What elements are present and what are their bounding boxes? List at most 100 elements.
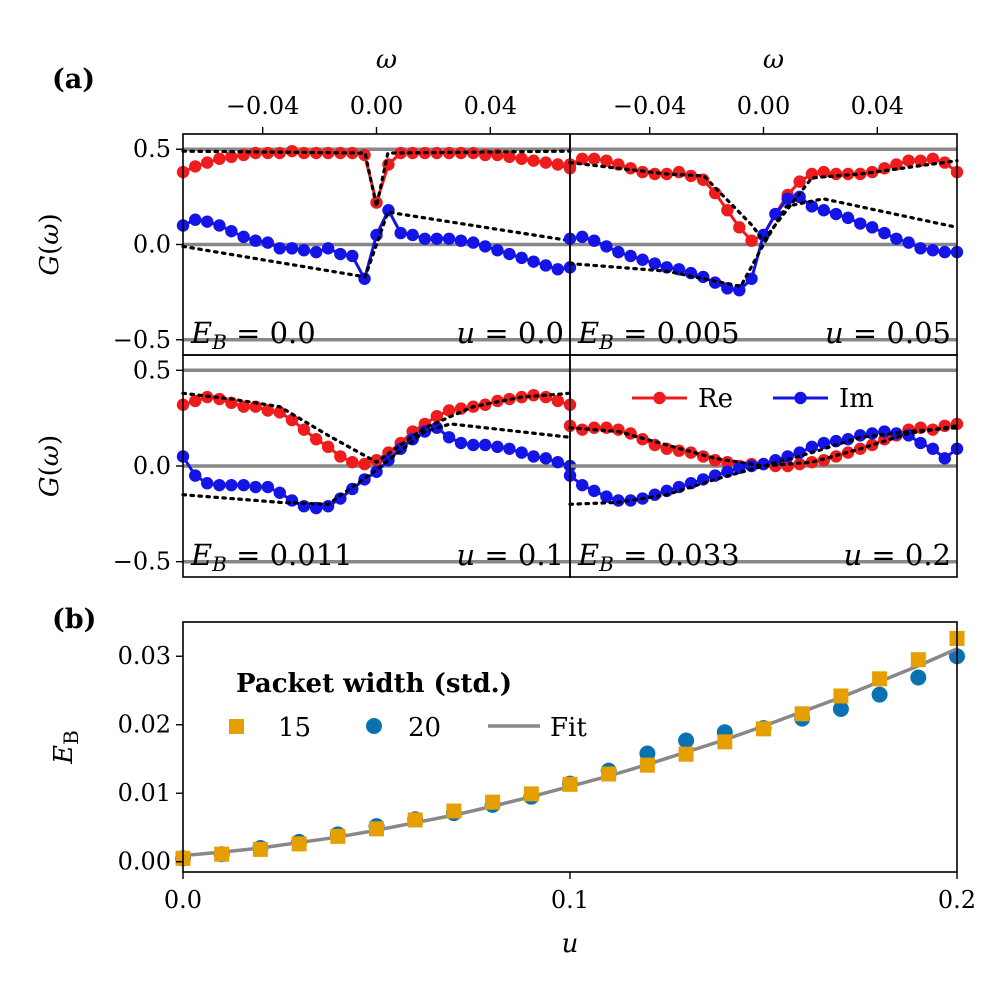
series-re-point xyxy=(479,398,492,411)
series-15-point xyxy=(562,776,578,792)
series-im-point xyxy=(200,215,214,228)
series-im-point xyxy=(261,236,274,249)
series-20-point xyxy=(639,745,656,762)
series-im-point xyxy=(745,272,758,285)
series-re-point xyxy=(745,234,758,247)
series-im-point xyxy=(890,232,903,245)
series-im-point xyxy=(249,480,262,494)
legend-15-marker xyxy=(229,719,244,734)
series-im-point xyxy=(503,442,516,455)
y-tick-label: −0.5 xyxy=(113,326,171,354)
series-im-point xyxy=(309,245,323,259)
series-im-point xyxy=(213,219,226,232)
series-15-point xyxy=(252,841,268,857)
series-im-point xyxy=(539,259,553,272)
series-im-point xyxy=(829,434,843,448)
series-im-point xyxy=(914,242,927,255)
panel-label-a: (a) xyxy=(52,64,95,95)
panel-a-bottom-left: 0.5 0.0 −0.5 G(ω) EB = 0.011 u = 0.1 xyxy=(35,354,577,578)
series-re-point xyxy=(612,423,625,436)
series-im-point xyxy=(817,204,831,217)
series-15-point xyxy=(833,688,849,704)
series-im-point xyxy=(237,230,250,244)
series-im-point xyxy=(866,221,879,234)
y-tick-label: −0.5 xyxy=(113,548,171,576)
series-im-point xyxy=(660,261,673,274)
series-im-point xyxy=(394,226,407,240)
series-im-point xyxy=(938,452,951,465)
series-re-point xyxy=(309,433,323,446)
series-re-point xyxy=(225,150,238,164)
series-im-point xyxy=(442,431,456,444)
series-15-point xyxy=(639,757,655,773)
series-re-point xyxy=(200,156,214,169)
series-im-point xyxy=(358,272,371,285)
x-tick-label: 0.0 xyxy=(164,886,202,914)
series-20-point xyxy=(910,669,927,686)
series-re-point xyxy=(285,144,299,158)
series-im-point xyxy=(467,438,480,452)
series-re-point xyxy=(189,394,202,408)
series-im-point xyxy=(479,438,492,452)
series-im-point xyxy=(527,255,540,268)
series-15-point xyxy=(214,846,230,862)
series-im-point xyxy=(624,494,637,507)
legend-re-label: Re xyxy=(698,384,733,414)
series-re-point xyxy=(539,156,553,169)
series-im-point xyxy=(600,490,613,503)
series-re-point xyxy=(321,440,335,454)
series-im-point xyxy=(527,450,540,463)
x-tick-label: 0.1 xyxy=(551,886,589,914)
series-re-point xyxy=(503,392,516,406)
series-im-point xyxy=(600,240,613,253)
series-im-point xyxy=(454,436,468,450)
y-axis-title: G(ω) xyxy=(35,213,65,275)
series-im-point xyxy=(793,190,806,204)
series-im-point xyxy=(225,224,238,238)
series-15-point xyxy=(794,706,810,722)
series-im-point xyxy=(491,440,504,454)
series-re-point xyxy=(817,165,831,179)
series-im-point xyxy=(273,242,286,255)
series-im-point xyxy=(878,226,891,240)
fit-dotted-line xyxy=(181,391,572,465)
y-tick-label: 0.03 xyxy=(118,642,171,670)
series-re-point xyxy=(721,204,734,217)
series-re-point xyxy=(237,400,250,413)
series-re-point xyxy=(866,438,879,452)
legend-20-marker xyxy=(366,718,382,734)
series-im-point xyxy=(334,247,347,261)
series-re-point xyxy=(249,400,262,413)
annotation-eb: EB = 0.033 xyxy=(577,538,740,576)
series-re-point xyxy=(261,146,274,160)
series-15-point xyxy=(717,734,733,750)
series-im-point xyxy=(467,236,480,249)
annotation-eb: EB = 0.0 xyxy=(190,316,316,354)
series-im-point xyxy=(805,440,819,454)
series-re-point xyxy=(600,154,613,167)
series-im-point xyxy=(273,486,286,499)
series-im-point xyxy=(297,499,311,513)
y-tick-label: 0.5 xyxy=(133,135,171,163)
series-re-point xyxy=(551,394,564,408)
series-im-point xyxy=(926,442,940,455)
series-re-point xyxy=(334,146,347,160)
x-tick-label: −0.04 xyxy=(613,92,687,120)
y-tick-label: 0.02 xyxy=(118,711,171,739)
panel-label-b: (b) xyxy=(52,604,96,635)
series-re-point xyxy=(297,423,311,436)
annotation-u: u = 0.05 xyxy=(825,316,951,350)
legend-fit-label: Fit xyxy=(550,713,587,743)
series-15-point xyxy=(678,746,694,762)
x-tick-label: 0.00 xyxy=(350,92,403,120)
series-im-point xyxy=(660,484,673,498)
series-20-point xyxy=(871,686,888,703)
series-re-point xyxy=(346,455,359,469)
series-re-point xyxy=(430,410,444,423)
annotation-u: u = 0.0 xyxy=(456,316,564,350)
panel-b: 0.0 0.1 0.2 0.00 0.01 0.02 0.03 u EB Packet width… xyxy=(49,621,976,959)
y-tick-label: 0.5 xyxy=(133,356,171,384)
series-im-point xyxy=(346,249,359,263)
series-re-point xyxy=(261,404,274,417)
